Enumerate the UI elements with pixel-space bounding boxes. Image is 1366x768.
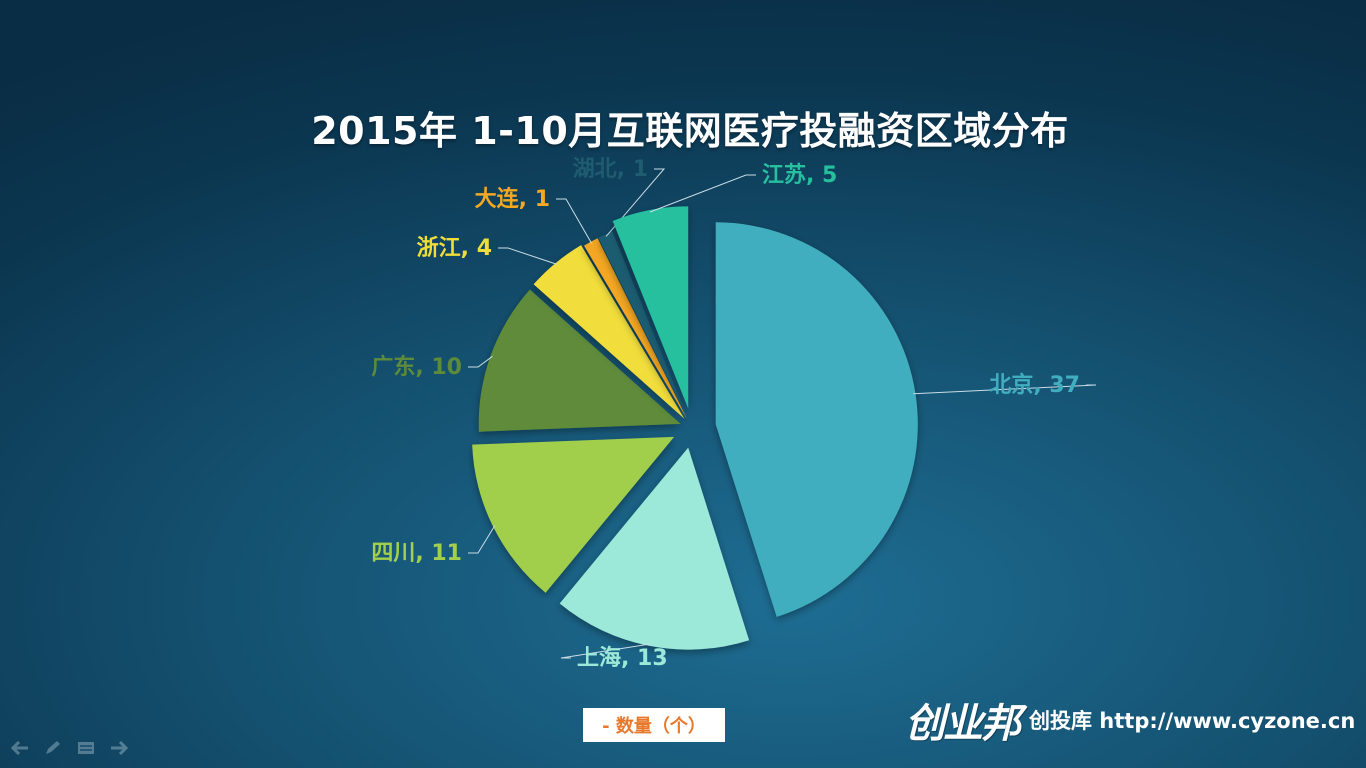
arrow-right-icon[interactable] [107, 738, 130, 758]
legend-label: - 数量（个） [602, 716, 706, 737]
pie-slice-5 [533, 245, 685, 419]
brand-text: 创投库 http://www.cyzone.cn [1029, 709, 1356, 733]
leader-line-7 [605, 168, 666, 237]
slice-label-6: 大连, 1 [475, 186, 550, 212]
pie-slice-7 [598, 231, 688, 419]
pie-slice-4 [478, 289, 681, 432]
leader-line-3 [468, 525, 496, 554]
menu-icon[interactable] [74, 738, 97, 758]
leader-line-5 [498, 247, 558, 265]
pie-slice-1 [715, 222, 918, 617]
pie-slice-3 [472, 436, 675, 593]
slice-label-8: 江苏, 5 [762, 162, 837, 188]
pie-slice-8 [612, 206, 689, 409]
pie-slice-6 [584, 238, 688, 420]
leader-line-6 [556, 198, 593, 244]
chart-title: 2015年 1-10月互联网医疗投融资区域分布 [311, 109, 1069, 153]
slice-label-5: 浙江, 4 [417, 236, 492, 261]
leader-line-4 [468, 355, 493, 368]
slice-label-4: 广东, 10 [371, 354, 462, 380]
slide-navigation [8, 738, 130, 758]
pen-icon[interactable] [41, 738, 64, 758]
pie-slice-2 [559, 447, 750, 650]
arrow-left-icon[interactable] [8, 738, 31, 758]
leader-line-1 [913, 384, 1097, 395]
slice-label-1: 北京, 37 [989, 372, 1080, 398]
brand-watermark: 创业邦 创投库 http://www.cyzone.cn [905, 694, 1356, 747]
slice-label-7: 湖北, 1 [573, 157, 648, 182]
slice-label-3: 四川, 11 [371, 541, 462, 566]
legend: - 数量（个） [583, 708, 725, 742]
leader-line-2 [560, 643, 651, 659]
leader-line-8 [649, 174, 756, 213]
slice-label-2: 上海, 13 [577, 645, 668, 671]
brand-logo: 创业邦 [905, 700, 1021, 747]
